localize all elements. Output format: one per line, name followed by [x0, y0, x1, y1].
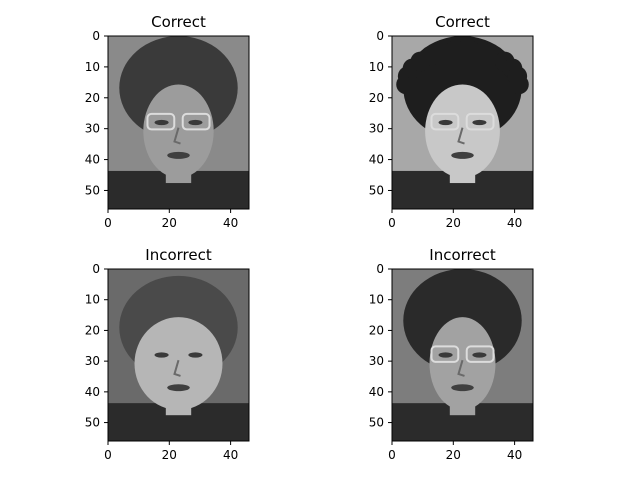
x-tick-label: 0	[388, 448, 396, 462]
x-tick-label: 0	[104, 448, 112, 462]
subplot-title: Correct	[151, 13, 206, 31]
x-tick-label: 40	[507, 448, 522, 462]
x-tick-label: 0	[388, 216, 396, 230]
y-tick-label: 40	[369, 385, 384, 399]
subplot-2: Correct 0 20 40 0 10 20 30 40 50	[369, 13, 534, 230]
y-tick-label: 10	[369, 293, 384, 307]
subplot-title: Correct	[435, 13, 490, 31]
y-tick-label: 0	[92, 29, 100, 43]
subplot-1: Correct 0 20 40 0 10 20 30 40 50	[85, 13, 250, 230]
face-image	[108, 36, 249, 209]
x-tick-label: 0	[104, 216, 112, 230]
y-tick-label: 0	[92, 262, 100, 276]
axes-frame	[391, 35, 534, 210]
axes-frame	[107, 35, 250, 210]
x-tick-label: 20	[162, 448, 177, 462]
x-tick-label: 20	[446, 448, 461, 462]
y-tick-label: 50	[85, 416, 100, 430]
x-tick-label: 40	[507, 216, 522, 230]
face-image	[108, 269, 249, 441]
subplot-4: Incorrect 0 20 40 0 10 20 30 40 50	[369, 246, 534, 462]
subplot-3: Incorrect 0 20 40 0 10 20 30 40 50	[85, 246, 250, 462]
y-tick-label: 30	[369, 354, 384, 368]
y-tick-label: 10	[85, 293, 100, 307]
x-tick-label: 40	[223, 448, 238, 462]
y-tick-label: 30	[369, 122, 384, 136]
x-tick-label: 20	[446, 216, 461, 230]
subplot-title: Incorrect	[429, 246, 496, 264]
y-tick-label: 30	[85, 122, 100, 136]
y-tick-label: 50	[369, 416, 384, 430]
y-tick-label: 20	[369, 91, 384, 105]
axes-frame	[391, 268, 534, 442]
y-tick-label: 40	[369, 153, 384, 167]
y-tick-label: 30	[85, 354, 100, 368]
y-tick-label: 50	[369, 183, 384, 197]
y-tick-label: 0	[376, 262, 384, 276]
x-tick-label: 40	[223, 216, 238, 230]
y-tick-label: 10	[369, 60, 384, 74]
y-tick-label: 20	[369, 323, 384, 337]
y-tick-label: 40	[85, 153, 100, 167]
y-tick-label: 50	[85, 183, 100, 197]
y-tick-label: 20	[85, 91, 100, 105]
subplot-title: Incorrect	[145, 246, 212, 264]
x-tick-label: 20	[162, 216, 177, 230]
y-tick-label: 0	[376, 29, 384, 43]
axes-frame	[107, 268, 250, 442]
face-image	[392, 36, 533, 209]
y-tick-label: 40	[85, 385, 100, 399]
y-tick-label: 20	[85, 323, 100, 337]
y-tick-label: 10	[85, 60, 100, 74]
face-image	[392, 269, 533, 441]
